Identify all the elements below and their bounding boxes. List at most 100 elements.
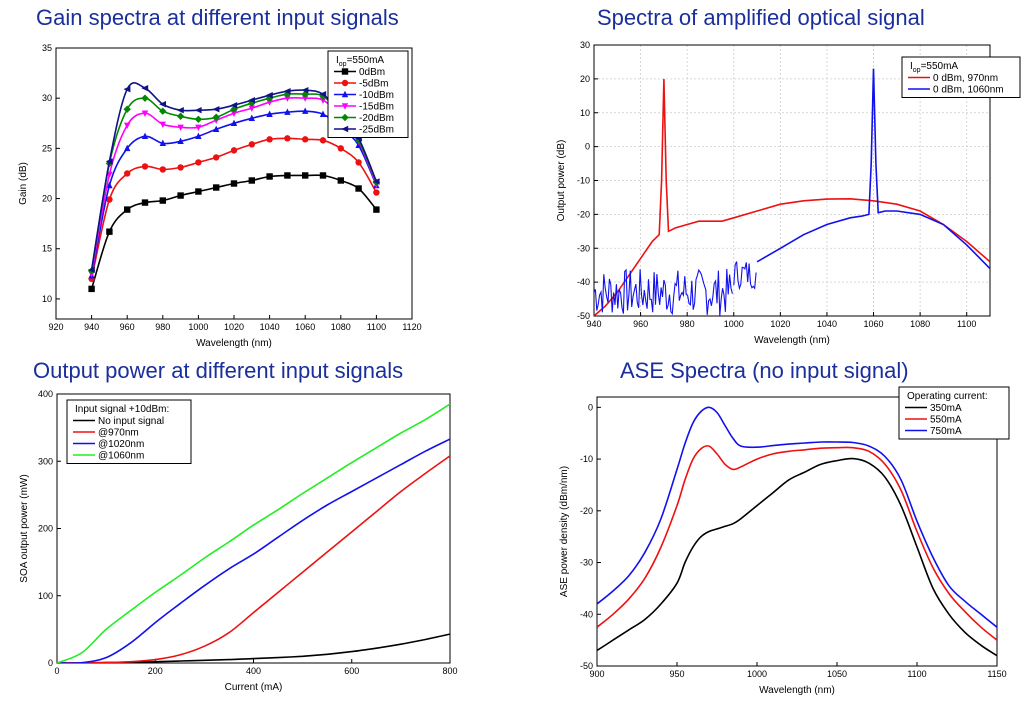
data-point bbox=[123, 85, 131, 93]
data-point bbox=[195, 188, 202, 195]
x-tick-label: 400 bbox=[246, 666, 261, 676]
data-point bbox=[106, 196, 113, 203]
data-point bbox=[248, 114, 255, 121]
x-tick-label: 1040 bbox=[260, 322, 280, 332]
data-point bbox=[213, 154, 220, 161]
data-point bbox=[355, 185, 362, 192]
data-point bbox=[302, 107, 309, 114]
legend-header: Iop=550mA bbox=[910, 61, 958, 74]
data-point bbox=[341, 113, 349, 122]
chart-title: Gain spectra at different input signals bbox=[36, 5, 399, 30]
data-point bbox=[141, 110, 149, 117]
data-point bbox=[106, 228, 113, 235]
data-point bbox=[213, 125, 220, 132]
y-tick-label: 200 bbox=[38, 524, 53, 534]
y-tick-label: 100 bbox=[38, 591, 53, 601]
legend-label: -15dBm bbox=[359, 102, 394, 113]
legend-label: @1020nm bbox=[98, 439, 144, 450]
y-tick-label: -50 bbox=[580, 661, 593, 671]
data-point bbox=[230, 119, 238, 126]
data-point bbox=[266, 136, 273, 143]
legend-label: 0dBm bbox=[359, 67, 385, 78]
x-tick-label: 1000 bbox=[188, 322, 208, 332]
series-line bbox=[594, 268, 733, 316]
data-point bbox=[124, 144, 131, 152]
data-point bbox=[248, 96, 255, 104]
x-tick-label: 1080 bbox=[331, 322, 351, 332]
data-point bbox=[248, 105, 255, 112]
data-point bbox=[373, 189, 380, 196]
x-tick-label: 960 bbox=[120, 322, 135, 332]
y-tick-label: -10 bbox=[580, 454, 593, 464]
data-point bbox=[266, 99, 273, 106]
y-tick-label: 20 bbox=[580, 74, 590, 84]
x-tick-label: 1020 bbox=[224, 322, 244, 332]
chart-1: 940 960 980 1000 1020 1040 1060 1080 1100-50-40-… bbox=[556, 40, 1021, 346]
x-tick-label: 0 bbox=[54, 666, 59, 676]
data-point bbox=[87, 266, 95, 274]
x-tick-label: 1080 bbox=[910, 319, 930, 329]
series-line bbox=[57, 403, 450, 663]
plot-area bbox=[87, 81, 381, 293]
data-point bbox=[124, 170, 131, 177]
y-tick-label: -10 bbox=[577, 176, 590, 186]
legend-header: Operating current: bbox=[907, 391, 988, 402]
data-point bbox=[177, 192, 184, 199]
data-point bbox=[124, 122, 131, 129]
y-tick-label: 0 bbox=[48, 658, 53, 668]
data-point bbox=[265, 91, 273, 99]
series-line bbox=[57, 633, 450, 663]
legend-label: 0 dBm, 1060nm bbox=[933, 85, 1004, 96]
legend-label: -20dBm bbox=[359, 113, 394, 124]
x-tick-label: 980 bbox=[680, 319, 695, 329]
legend-header-rest: =550mA bbox=[347, 55, 385, 66]
x-axis-label: Current (mA) bbox=[225, 682, 283, 693]
x-tick-label: 940 bbox=[586, 319, 601, 329]
data-point bbox=[337, 145, 344, 152]
data-point bbox=[283, 87, 291, 95]
y-tick-label: 10 bbox=[42, 294, 52, 304]
data-point bbox=[177, 137, 184, 145]
data-point bbox=[141, 94, 149, 102]
y-tick-label: 20 bbox=[42, 194, 52, 204]
y-tick-label: 10 bbox=[580, 108, 590, 118]
data-point bbox=[248, 141, 255, 148]
y-tick-label: 300 bbox=[38, 456, 53, 466]
x-tick-label: 600 bbox=[344, 666, 359, 676]
data-point bbox=[106, 181, 113, 189]
data-point bbox=[195, 132, 202, 140]
data-point bbox=[341, 90, 349, 98]
legend-header-rest: =550mA bbox=[921, 61, 959, 72]
chart-title: Spectra of amplified optical signal bbox=[597, 5, 925, 30]
y-tick-label: 0 bbox=[585, 142, 590, 152]
x-axis-label: Wavelength (nm) bbox=[754, 335, 830, 346]
plot-area bbox=[57, 403, 450, 663]
y-tick-label: 30 bbox=[42, 93, 52, 103]
x-tick-label: 950 bbox=[669, 669, 684, 679]
legend: Iop=550mA0dBm-5dBm-10dBm-15dBm-20dBm-25d… bbox=[327, 50, 409, 138]
data-point bbox=[176, 112, 185, 120]
data-point bbox=[319, 90, 327, 98]
legend-header: Iop=550mA bbox=[336, 55, 384, 68]
data-point bbox=[177, 124, 184, 131]
x-tick-label: 800 bbox=[442, 666, 457, 676]
legend-label: No input signal bbox=[98, 416, 164, 427]
data-point bbox=[195, 159, 202, 166]
legend-label: 550mA bbox=[930, 415, 962, 426]
legend-label: @970nm bbox=[98, 428, 139, 439]
series-line bbox=[57, 438, 450, 663]
data-point bbox=[213, 184, 220, 191]
y-tick-label: 0 bbox=[588, 402, 593, 412]
x-tick-label: 1150 bbox=[987, 669, 1006, 679]
x-tick-label: 1000 bbox=[724, 319, 744, 329]
series-line bbox=[57, 455, 450, 663]
legend-label: -5dBm bbox=[359, 79, 388, 90]
data-point bbox=[230, 110, 238, 117]
data-point bbox=[301, 86, 309, 94]
data-point bbox=[319, 172, 327, 179]
data-point bbox=[124, 206, 131, 213]
legend-label: -25dBm bbox=[359, 125, 394, 136]
x-tick-label: 1020 bbox=[770, 319, 790, 329]
data-point bbox=[195, 124, 202, 131]
